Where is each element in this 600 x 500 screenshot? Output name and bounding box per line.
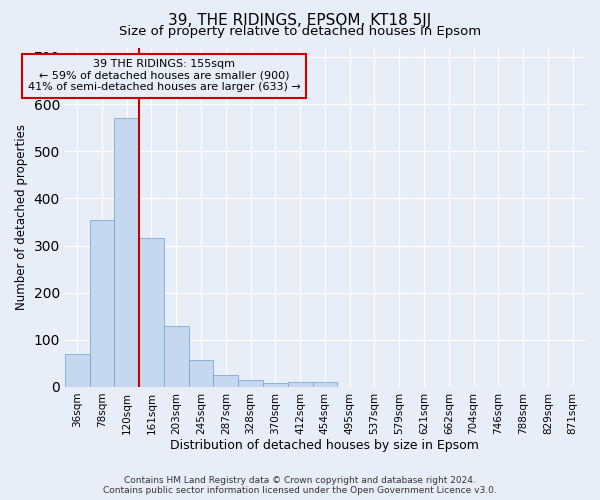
Bar: [164, 326, 188, 387]
X-axis label: Distribution of detached houses by size in Epsom: Distribution of detached houses by size …: [170, 440, 479, 452]
Text: Size of property relative to detached houses in Epsom: Size of property relative to detached ho…: [119, 25, 481, 38]
Bar: [313, 382, 337, 387]
Bar: [214, 375, 238, 387]
Bar: [288, 382, 313, 387]
Bar: [263, 383, 288, 387]
Bar: [65, 354, 89, 387]
Bar: [115, 118, 139, 387]
Text: 39 THE RIDINGS: 155sqm
← 59% of detached houses are smaller (900)
41% of semi-de: 39 THE RIDINGS: 155sqm ← 59% of detached…: [28, 60, 300, 92]
Bar: [89, 220, 115, 387]
Text: Contains HM Land Registry data © Crown copyright and database right 2024.
Contai: Contains HM Land Registry data © Crown c…: [103, 476, 497, 495]
Bar: [238, 380, 263, 387]
Text: 39, THE RIDINGS, EPSOM, KT18 5JJ: 39, THE RIDINGS, EPSOM, KT18 5JJ: [169, 12, 431, 28]
Bar: [139, 238, 164, 387]
Bar: [188, 360, 214, 387]
Y-axis label: Number of detached properties: Number of detached properties: [15, 124, 28, 310]
